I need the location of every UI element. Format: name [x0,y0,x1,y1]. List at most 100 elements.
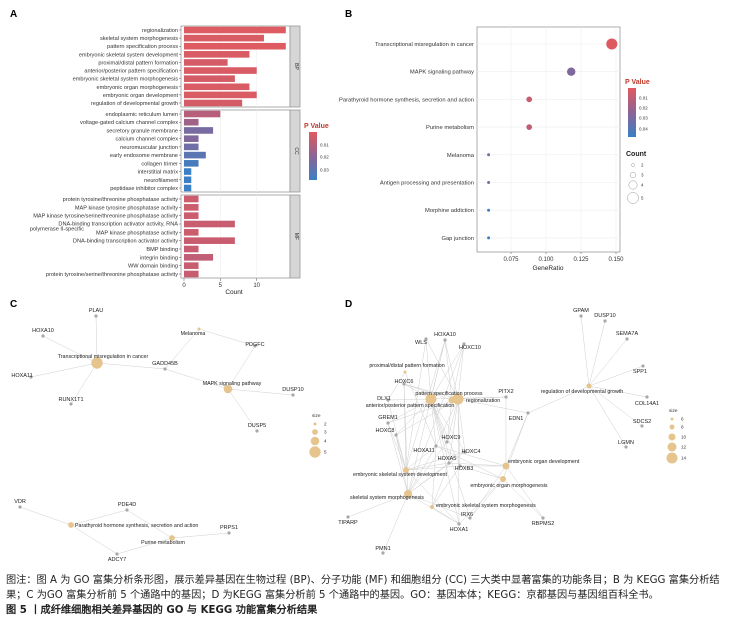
bar [184,151,206,159]
category-label: Antigen processing and presentation [380,181,474,187]
size-legend-circle [628,180,638,190]
edge [430,398,448,443]
gene-label: DUSP5 [248,423,266,429]
category-label: proximal/distal pattern formation [98,60,178,66]
category-label: anterior/posterior pattern specification [84,69,178,75]
gene-label: HOXC9 [442,435,461,441]
term-node [425,393,437,405]
bar [184,262,199,269]
data-point [526,96,533,103]
bar [184,245,199,253]
colorbar-tick-label: 0.02 [639,106,648,111]
edge [403,383,409,495]
edge [42,335,98,364]
edge [387,398,432,401]
gene-label: SPP1 [633,369,647,375]
edge [430,398,471,519]
term-node [404,490,412,498]
gene-label: ADCY7 [108,557,126,563]
legend-title: P Value [625,79,650,86]
category-label: WW domain binding [128,264,178,270]
category-label: BMP binding [146,247,178,253]
gene-node [645,395,649,399]
caption-title: 图 5 丨成纤维细胞相关差异基因的 GO 与 KEGG 功能富集分析结果 [6,605,318,616]
edge [387,422,409,495]
size-legend-label: 10 [681,435,687,440]
term-node [223,384,233,394]
term-node [91,357,103,369]
bar [184,59,228,66]
size-legend-title: size [669,408,678,414]
gene-label: HOXA1 [450,527,469,533]
term-label: skeletal system morphogenesis [350,495,424,501]
bar [184,176,192,184]
term-node [500,476,506,482]
bar [184,127,214,134]
gene-label: HOXA11 [413,448,434,454]
edge [407,493,471,519]
facet-panel [180,194,291,279]
category-label: integrin binding [140,255,178,261]
edge [395,398,432,436]
bar [184,195,199,203]
edge [425,338,459,400]
gene-node [18,505,22,509]
term-label: Parathyroid hormone synthesis, secretion… [75,523,198,529]
edges [347,315,648,554]
size-legend-label: 4 [324,439,327,444]
bar [184,67,257,74]
colorbar [628,88,636,137]
gene-node [641,364,645,368]
size-legend-circle [627,192,639,204]
gene-label: PLAU [89,308,103,314]
bar [184,229,199,236]
edge [430,398,450,464]
legend-title: P Value [304,123,329,130]
term-label: proximal/distal pattern formation [369,363,444,369]
gene-label: EDN1 [509,416,524,422]
edge [446,398,459,443]
category-label: embryonic skeletal system development [79,52,179,58]
edge [116,537,173,555]
category-label: neurofilament [144,178,178,184]
gene-node [69,402,73,406]
bar [184,160,199,167]
gene-node [458,464,462,468]
size-legend-label: 2 [324,422,327,427]
size-legend-circle [313,422,317,426]
gene-label: TIPARP [338,520,358,526]
term-label: Purine metabolism [141,540,185,546]
edge [588,338,628,387]
edge [407,462,450,495]
edge [457,398,460,525]
edge [227,388,294,396]
x-axis-title: Count [225,289,243,296]
edge [171,532,230,539]
edge [387,398,459,424]
bar [184,110,221,118]
edge [407,339,446,495]
term-label: embryonic organ development [508,459,580,465]
gene-label: VDR [14,499,26,505]
edge [435,445,504,480]
facet-strip [289,25,301,108]
gene-node [463,450,467,454]
edge [382,493,409,554]
gene-label: HOXC10 [459,345,481,351]
bar [184,220,235,228]
gene-label: HOXA5 [438,456,457,462]
edge [588,385,627,448]
gene-label: RBPMS2 [532,521,555,527]
gene-node [402,382,406,386]
x-tick-label: 10 [253,283,260,289]
gene-node [579,314,583,318]
edge [588,385,643,427]
term-label: Melanoma [181,331,206,337]
gene-node [386,421,390,425]
figure-caption: 图注：图 A 为 GO 富集分析条形图，展示差异基因在生物过程 (BP)、分子功… [6,573,726,618]
size-legend-label: 6 [681,417,684,422]
edge [446,399,453,443]
go-gene-network: PLAU HOXA10 HOXA11 RUNX1T1 GADD45B PDGFC DUSP1… [11,308,327,563]
term-node [169,535,175,541]
term-node [448,396,456,404]
